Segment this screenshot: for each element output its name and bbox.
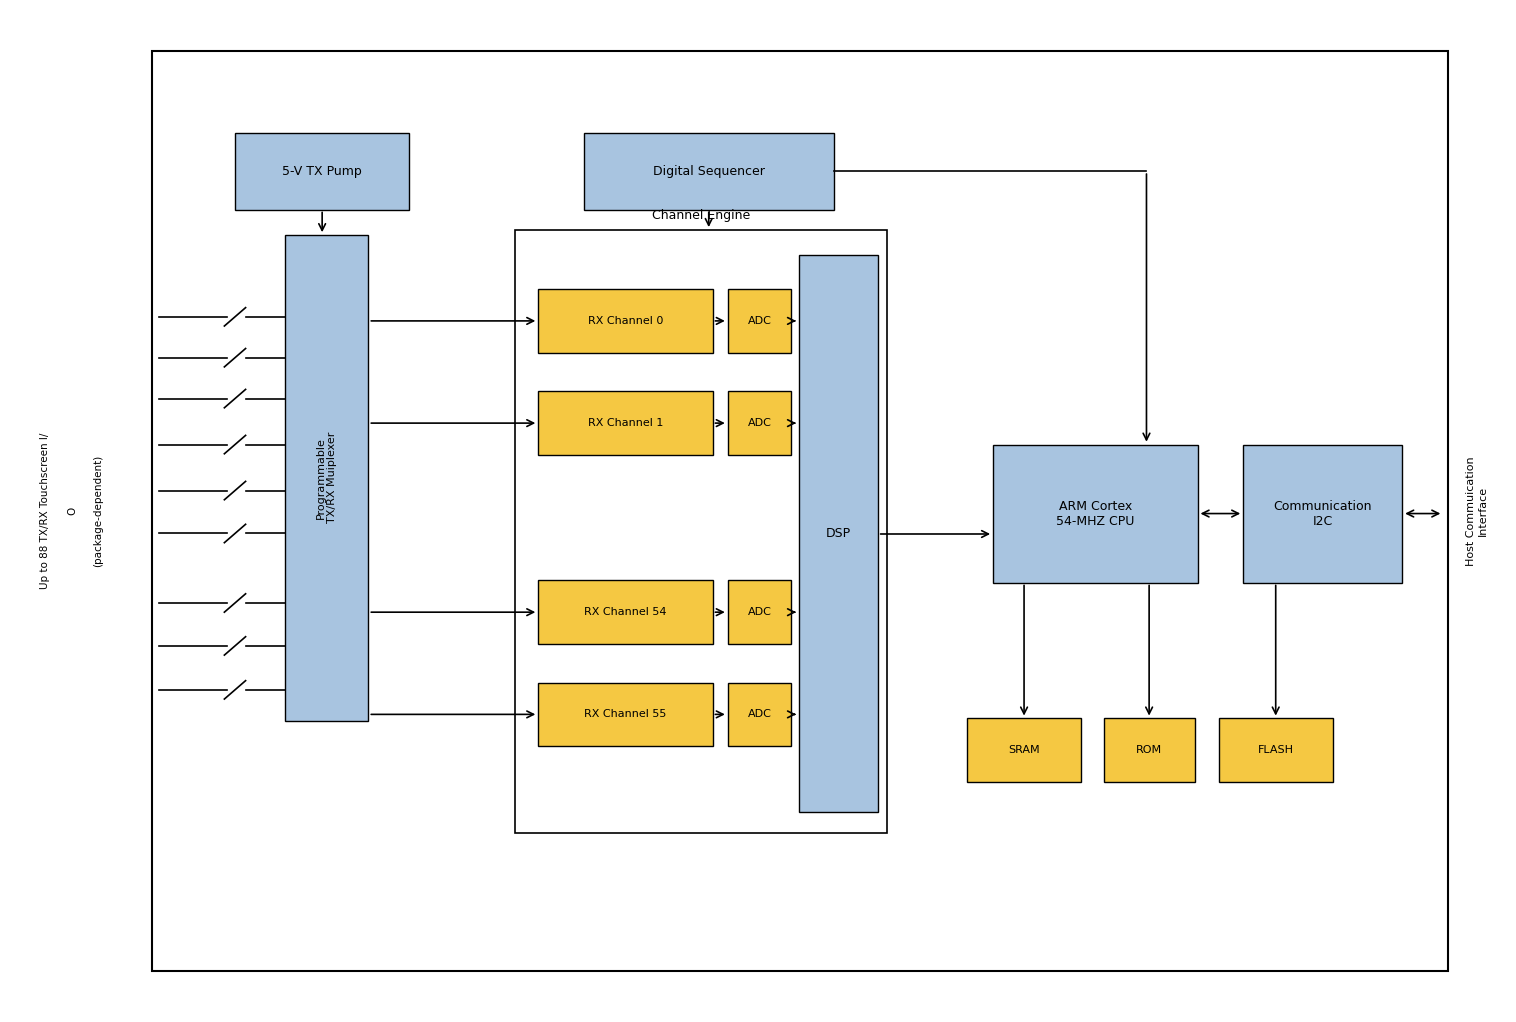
Text: RX Channel 54: RX Channel 54 xyxy=(584,607,667,617)
FancyBboxPatch shape xyxy=(285,235,368,721)
FancyBboxPatch shape xyxy=(1243,445,1402,583)
Text: Digital Sequencer: Digital Sequencer xyxy=(653,165,764,178)
FancyBboxPatch shape xyxy=(728,580,791,644)
FancyBboxPatch shape xyxy=(515,230,887,833)
Text: FLASH: FLASH xyxy=(1258,745,1293,755)
Text: SRAM: SRAM xyxy=(1008,745,1040,755)
FancyBboxPatch shape xyxy=(728,683,791,746)
Text: RX Channel 0: RX Channel 0 xyxy=(588,316,662,326)
FancyBboxPatch shape xyxy=(235,133,409,210)
FancyBboxPatch shape xyxy=(1219,718,1333,782)
FancyBboxPatch shape xyxy=(538,289,713,353)
Text: Up to 88 TX/RX Touchscreen I/: Up to 88 TX/RX Touchscreen I/ xyxy=(41,432,50,590)
Text: ADC: ADC xyxy=(747,607,772,617)
Text: (package-dependent): (package-dependent) xyxy=(94,455,103,567)
FancyBboxPatch shape xyxy=(728,289,791,353)
Text: O: O xyxy=(68,507,77,515)
FancyBboxPatch shape xyxy=(538,391,713,455)
Text: 5-V TX Pump: 5-V TX Pump xyxy=(282,165,362,178)
Text: RX Channel 55: RX Channel 55 xyxy=(584,709,667,719)
FancyBboxPatch shape xyxy=(538,580,713,644)
Text: Communication
I2C: Communication I2C xyxy=(1273,500,1372,527)
Text: Host Commuication
Interface: Host Commuication Interface xyxy=(1466,456,1487,566)
Text: ADC: ADC xyxy=(747,418,772,428)
FancyBboxPatch shape xyxy=(584,133,834,210)
FancyBboxPatch shape xyxy=(728,391,791,455)
FancyBboxPatch shape xyxy=(538,683,713,746)
FancyBboxPatch shape xyxy=(152,51,1448,971)
Text: Channel Engine: Channel Engine xyxy=(652,208,750,222)
FancyBboxPatch shape xyxy=(993,445,1198,583)
FancyBboxPatch shape xyxy=(967,718,1081,782)
Text: RX Channel 1: RX Channel 1 xyxy=(588,418,662,428)
Text: ADC: ADC xyxy=(747,316,772,326)
Text: DSP: DSP xyxy=(826,527,850,541)
Text: Programmable
TX/RX Muiplexer: Programmable TX/RX Muiplexer xyxy=(315,432,338,523)
FancyBboxPatch shape xyxy=(1104,718,1195,782)
FancyBboxPatch shape xyxy=(799,256,878,812)
Text: ROM: ROM xyxy=(1135,745,1163,755)
Text: ARM Cortex
54-MHZ CPU: ARM Cortex 54-MHZ CPU xyxy=(1057,500,1134,527)
Text: ADC: ADC xyxy=(747,709,772,719)
